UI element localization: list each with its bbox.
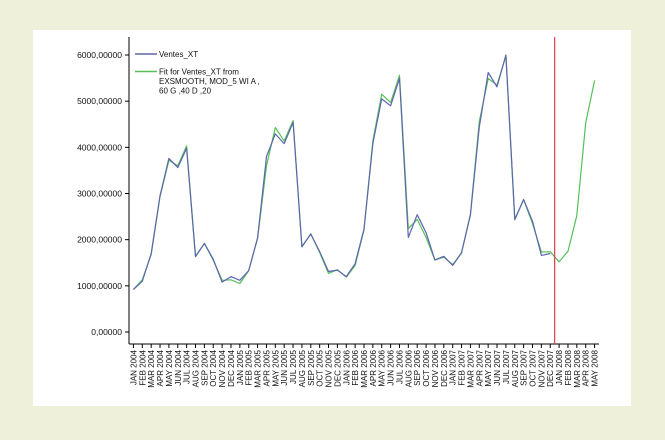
legend-label: 60 G ,40 D ,20 xyxy=(159,87,212,96)
x-tick-label: APR 2005 xyxy=(262,349,271,386)
x-tick-label: JAN 2006 xyxy=(342,349,351,385)
x-tick-label: JAN 2007 xyxy=(449,349,458,385)
x-tick-label: FEB 2006 xyxy=(351,349,360,385)
x-tick-label: AUG 2005 xyxy=(298,349,307,387)
legend: Ventes_XT Fit for Ventes_XT fromEXSMOOTH,… xyxy=(135,50,260,96)
x-tick-label: NOV 2005 xyxy=(325,349,334,387)
x-tick-label: AUG 2006 xyxy=(404,349,413,387)
plot-background xyxy=(33,30,631,406)
x-tick-label: JUL 2006 xyxy=(395,349,404,384)
series-layer xyxy=(132,54,596,290)
x-tick-label: JUL 2007 xyxy=(502,349,511,384)
x-tick-label: JUN 2004 xyxy=(174,349,183,385)
x-tick-label: MAR 2008 xyxy=(573,349,582,387)
x-tick-label: FEB 2008 xyxy=(564,349,573,385)
x-tick-label: JUN 2007 xyxy=(493,349,502,385)
y-axis: 0,00000 1000,00000 2000,00000 3000,00000 400… xyxy=(77,37,130,344)
x-tick-label: JUN 2005 xyxy=(280,349,289,385)
x-tick-label: NOV 2004 xyxy=(218,349,227,387)
x-tick-label: JAN 2005 xyxy=(236,349,245,385)
x-tick-label: MAR 2005 xyxy=(254,349,263,387)
x-axis: JAN 2004 FEB 2004 MAR 2004 APR 2004 MAY 2004… xyxy=(129,343,600,388)
x-tick-label: APR 2007 xyxy=(475,349,484,386)
x-tick-label: JAN 2004 xyxy=(129,349,138,385)
y-tick-label: 3000,00000 xyxy=(77,189,122,199)
x-tick-label: MAY 2006 xyxy=(378,349,387,386)
x-tick-label: MAR 2004 xyxy=(147,349,156,387)
x-tick-label: SEP 2007 xyxy=(520,349,529,385)
x-tick-label: MAR 2006 xyxy=(360,349,369,387)
x-tick-label: SEP 2004 xyxy=(200,349,209,385)
x-tick-label: SEP 2005 xyxy=(307,349,316,385)
x-tick-label: APR 2008 xyxy=(582,349,591,386)
x-tick-label: AUG 2004 xyxy=(192,349,201,387)
x-tick-label: MAY 2008 xyxy=(591,349,600,386)
x-tick-label: DEC 2006 xyxy=(440,349,449,386)
x-tick-label: MAY 2005 xyxy=(271,349,280,386)
x-tick-label: MAY 2007 xyxy=(484,349,493,386)
x-tick-label: OCT 2004 xyxy=(209,349,218,386)
x-tick-label: AUG 2007 xyxy=(511,349,520,387)
y-tick-label: 2000,00000 xyxy=(77,235,122,245)
x-tick-label: DEC 2005 xyxy=(333,349,342,386)
x-tick-label: JUL 2005 xyxy=(289,349,298,384)
x-tick-label: JUL 2004 xyxy=(183,349,192,384)
x-tick-label: SEP 2006 xyxy=(413,349,422,385)
x-tick-label: OCT 2005 xyxy=(316,349,325,386)
x-tick-label: DEC 2004 xyxy=(227,349,236,386)
x-tick-label: NOV 2006 xyxy=(431,349,440,387)
x-tick-label: DEC 2007 xyxy=(546,349,555,386)
legend-label: Fit for Ventes_XT from xyxy=(159,68,239,77)
x-tick-label: FEB 2004 xyxy=(138,349,147,385)
y-tick-label: 5000,00000 xyxy=(77,96,122,106)
y-tick-label: 6000,00000 xyxy=(77,50,122,60)
series-line-observed xyxy=(132,54,551,290)
y-tick-label: 0,00000 xyxy=(91,327,122,337)
x-tick-label: OCT 2006 xyxy=(422,349,431,386)
x-tick-label: MAY 2004 xyxy=(165,349,174,386)
legend-label: Ventes_XT xyxy=(159,50,198,59)
x-tick-label: JAN 2008 xyxy=(555,349,564,385)
x-tick-label: FEB 2007 xyxy=(458,349,467,385)
x-tick-label: FEB 2005 xyxy=(245,349,254,385)
legend-label: EXSMOOTH, MOD_5 WI A , xyxy=(159,77,260,86)
line-chart: 0,00000 1000,00000 2000,00000 3000,00000 400… xyxy=(33,30,631,406)
x-tick-label: NOV 2007 xyxy=(537,349,546,387)
chart-frame: 0,00000 1000,00000 2000,00000 3000,00000 400… xyxy=(33,30,631,406)
x-tick-label: OCT 2007 xyxy=(528,349,537,386)
x-tick-label: APR 2006 xyxy=(369,349,378,386)
x-tick-label: JUN 2006 xyxy=(387,349,396,385)
y-tick-label: 4000,00000 xyxy=(77,142,122,152)
y-tick-label: 1000,00000 xyxy=(77,281,122,291)
x-tick-label: APR 2004 xyxy=(156,349,165,386)
x-tick-label: MAR 2007 xyxy=(466,349,475,387)
